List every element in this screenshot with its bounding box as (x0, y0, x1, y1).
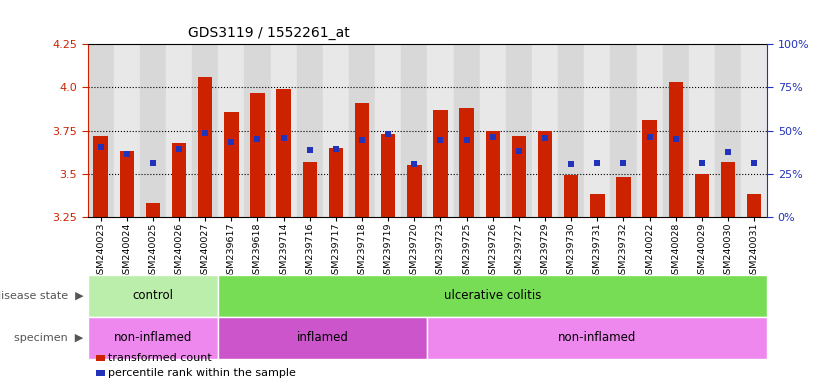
Text: inflamed: inflamed (297, 331, 349, 344)
Bar (721, 162, 736, 217)
Bar (747, 195, 761, 217)
Point (486, 134, 500, 141)
Bar (140, 44, 166, 217)
Text: transformed count: transformed count (108, 353, 211, 362)
Bar (250, 93, 264, 217)
Bar (610, 44, 636, 217)
Point (512, 148, 525, 154)
Bar (512, 136, 526, 217)
Point (747, 159, 761, 166)
Point (198, 130, 212, 136)
Point (539, 135, 552, 141)
Bar (219, 275, 767, 317)
Bar (558, 44, 585, 217)
Bar (506, 44, 532, 217)
Bar (427, 317, 767, 359)
Point (355, 137, 369, 143)
Bar (375, 44, 401, 217)
Bar (485, 131, 500, 217)
Point (173, 146, 186, 152)
Bar (636, 44, 663, 217)
Point (617, 159, 631, 166)
Point (434, 137, 447, 143)
Bar (166, 44, 192, 217)
Bar (407, 165, 421, 217)
Bar (434, 110, 448, 217)
Bar (119, 151, 134, 217)
Text: ulcerative colitis: ulcerative colitis (444, 289, 541, 302)
Bar (329, 148, 343, 217)
Point (94, 144, 108, 150)
Bar (270, 44, 297, 217)
Bar (88, 44, 113, 217)
Bar (585, 44, 610, 217)
Bar (244, 44, 270, 217)
Bar (427, 44, 454, 217)
Bar (303, 162, 317, 217)
Point (381, 131, 394, 137)
Bar (381, 134, 395, 217)
Bar (642, 120, 657, 217)
Point (120, 151, 133, 157)
Point (277, 135, 290, 141)
Point (146, 159, 159, 166)
Point (303, 147, 316, 154)
Bar (355, 103, 369, 217)
Bar (663, 44, 689, 217)
Bar (113, 44, 140, 217)
Point (251, 136, 264, 142)
Text: percentile rank within the sample: percentile rank within the sample (108, 368, 295, 378)
Bar (323, 44, 349, 217)
Bar (454, 44, 480, 217)
Bar (192, 44, 219, 217)
Bar (689, 44, 715, 217)
Bar (276, 89, 291, 217)
Text: disease state  ▶: disease state ▶ (0, 291, 83, 301)
Bar (669, 82, 683, 217)
Point (224, 139, 238, 145)
Bar (93, 136, 108, 217)
Bar (460, 108, 474, 217)
Point (669, 136, 682, 142)
Bar (538, 131, 552, 217)
Point (696, 159, 709, 166)
Bar (590, 195, 605, 217)
Point (329, 146, 343, 152)
Bar (480, 44, 506, 217)
Bar (741, 44, 767, 217)
Bar (88, 317, 219, 359)
Bar (532, 44, 558, 217)
Point (590, 159, 604, 166)
Point (565, 161, 578, 167)
Text: non-inflamed: non-inflamed (113, 331, 192, 344)
Bar (695, 174, 709, 217)
Point (721, 149, 735, 155)
Bar (88, 275, 219, 317)
Bar (146, 203, 160, 217)
Bar (219, 44, 244, 217)
Point (460, 137, 474, 143)
Text: non-inflamed: non-inflamed (558, 331, 636, 344)
Bar (224, 112, 239, 217)
Text: GDS3119 / 1552261_at: GDS3119 / 1552261_at (188, 26, 349, 40)
Point (643, 134, 656, 141)
Text: control: control (133, 289, 173, 302)
Bar (401, 44, 427, 217)
Bar (297, 44, 323, 217)
Point (408, 161, 421, 167)
Bar (715, 44, 741, 217)
Text: specimen  ▶: specimen ▶ (14, 333, 83, 343)
Bar (564, 175, 579, 217)
Bar (616, 177, 631, 217)
Bar (349, 44, 375, 217)
Bar (219, 317, 428, 359)
Bar (172, 142, 186, 217)
Bar (198, 77, 213, 217)
